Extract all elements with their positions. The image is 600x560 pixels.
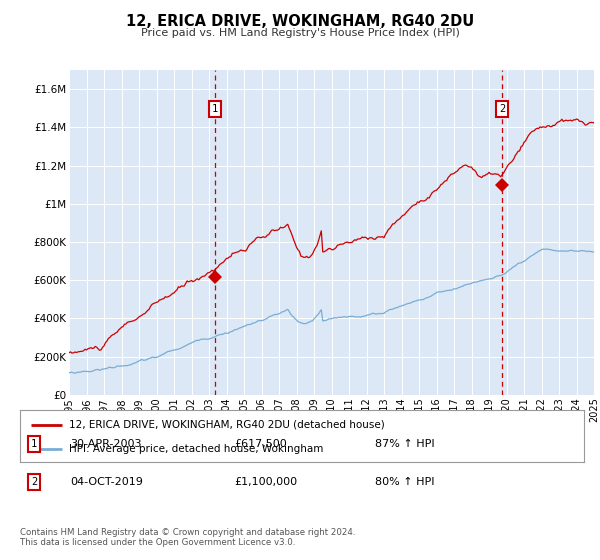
Text: 12, ERICA DRIVE, WOKINGHAM, RG40 2DU: 12, ERICA DRIVE, WOKINGHAM, RG40 2DU: [126, 14, 474, 29]
Text: 87% ↑ HPI: 87% ↑ HPI: [375, 439, 435, 449]
Text: Price paid vs. HM Land Registry's House Price Index (HPI): Price paid vs. HM Land Registry's House …: [140, 28, 460, 38]
Text: 80% ↑ HPI: 80% ↑ HPI: [375, 477, 434, 487]
Text: 12, ERICA DRIVE, WOKINGHAM, RG40 2DU (detached house): 12, ERICA DRIVE, WOKINGHAM, RG40 2DU (de…: [70, 420, 385, 430]
Text: 1: 1: [212, 104, 218, 114]
Text: 04-OCT-2019: 04-OCT-2019: [71, 477, 143, 487]
Text: 30-APR-2003: 30-APR-2003: [71, 439, 142, 449]
Text: HPI: Average price, detached house, Wokingham: HPI: Average price, detached house, Woki…: [70, 444, 324, 454]
Text: £1,100,000: £1,100,000: [234, 477, 297, 487]
Text: £617,500: £617,500: [234, 439, 287, 449]
Text: Contains HM Land Registry data © Crown copyright and database right 2024.
This d: Contains HM Land Registry data © Crown c…: [20, 528, 355, 547]
Text: 1: 1: [31, 439, 37, 449]
Text: 2: 2: [499, 104, 505, 114]
Text: 2: 2: [31, 477, 37, 487]
